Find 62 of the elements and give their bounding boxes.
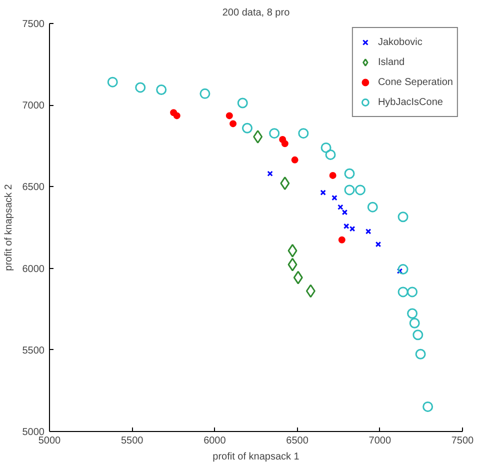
point	[288, 258, 298, 272]
point	[267, 170, 273, 177]
point	[293, 270, 303, 284]
legend-label: HybJacIsCone	[378, 96, 443, 108]
chart-title: 200 data, 8 pro	[222, 8, 290, 18]
point	[342, 209, 348, 216]
point	[226, 112, 233, 120]
point	[422, 401, 434, 412]
point	[281, 140, 288, 148]
y-tick-label: 5500	[22, 345, 45, 356]
legend-label: Cone Seperation	[378, 76, 453, 88]
point	[135, 82, 146, 93]
y-tick-label: 6000	[22, 264, 45, 275]
point	[242, 122, 252, 134]
y-tick-label: 7000	[22, 100, 45, 112]
legend-label: Jakobovic	[378, 36, 422, 48]
point	[320, 142, 332, 153]
y-axis-title: profit of knapsack 2	[3, 184, 14, 271]
point	[200, 88, 210, 99]
x-tick-label: 5000	[38, 436, 62, 446]
point	[338, 204, 344, 210]
point	[375, 241, 382, 248]
point	[344, 168, 355, 179]
point	[325, 149, 336, 160]
point	[291, 156, 298, 164]
point	[173, 112, 180, 120]
point	[398, 264, 408, 275]
point	[365, 228, 372, 234]
y-tick-label: 6500	[22, 182, 45, 194]
point	[407, 308, 418, 319]
point	[409, 318, 420, 328]
point	[298, 128, 309, 139]
point	[332, 194, 338, 201]
point	[354, 184, 366, 196]
x-tick-label: 6500	[286, 436, 309, 446]
y-tick-label: 5000	[22, 427, 45, 438]
point	[288, 244, 298, 258]
point	[269, 128, 280, 139]
x-axis-title: profit of knapsack 1	[212, 452, 300, 462]
point	[230, 120, 237, 128]
point	[415, 348, 426, 360]
x-tick-label: 6000	[204, 436, 226, 446]
point	[253, 130, 263, 144]
point	[320, 190, 326, 196]
point	[344, 184, 355, 196]
point	[280, 176, 290, 190]
point	[338, 236, 346, 244]
point	[306, 284, 316, 298]
point	[107, 76, 118, 88]
x-tick-label: 7500	[451, 436, 474, 446]
point	[367, 202, 378, 212]
point	[156, 84, 167, 95]
x-tick-label: 7000	[368, 436, 392, 446]
y-tick-label: 7500	[22, 19, 45, 30]
point	[237, 98, 248, 108]
point	[329, 172, 336, 179]
x-tick-label: 5500	[120, 436, 144, 446]
legend-label: Island	[378, 56, 405, 68]
point	[407, 286, 418, 298]
point	[398, 286, 408, 298]
point	[398, 212, 408, 222]
point	[412, 330, 424, 340]
